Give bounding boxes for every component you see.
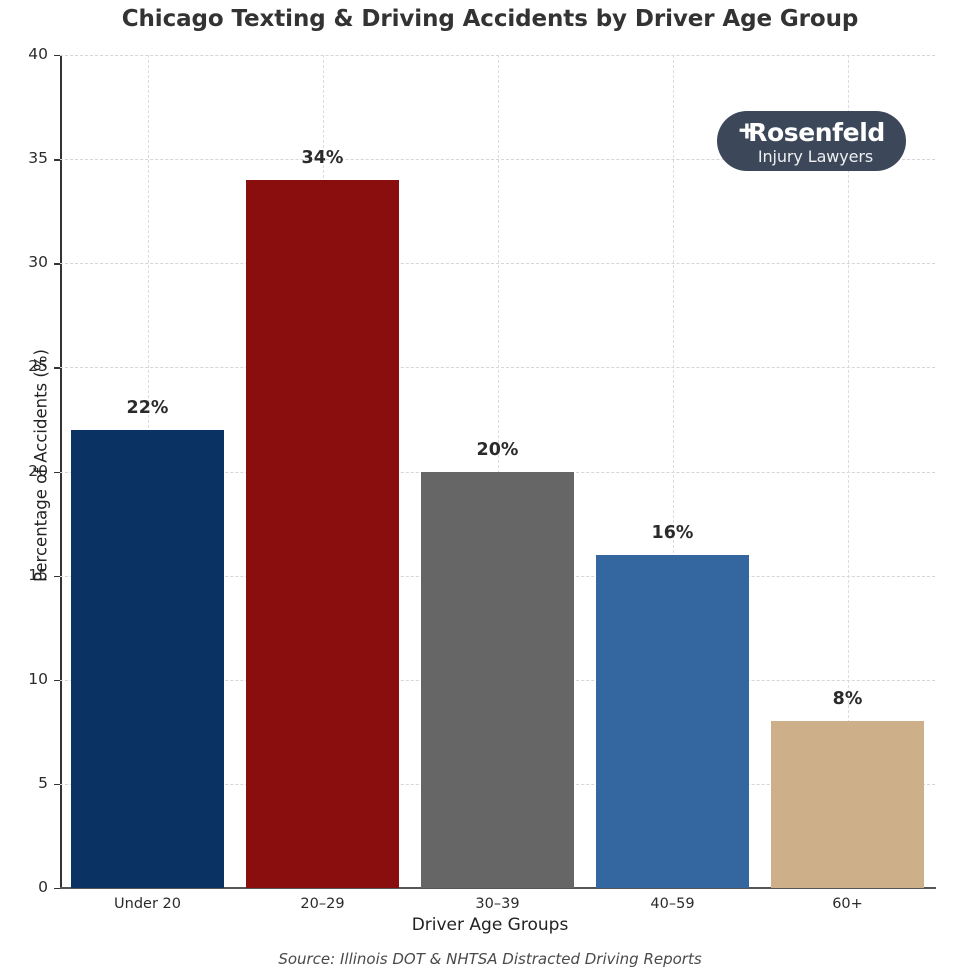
plot-area: 22% 34% 20% 16% 8%: [60, 55, 935, 888]
logo-tagline: Injury Lawyers: [757, 147, 874, 166]
y-tick-label: 40: [28, 45, 48, 63]
x-tick-label: 20–29: [300, 896, 345, 912]
y-tick-label: 0: [38, 878, 48, 896]
y-tick-label: 20: [28, 461, 48, 480]
y-tick-label: 10: [28, 669, 48, 688]
gridline-vertical: [672, 55, 674, 888]
x-tick-label: Under 20: [114, 896, 181, 912]
y-tick-label: 30: [28, 253, 48, 272]
source-note: Source: Illinois DOT & NHTSA Distracted …: [278, 950, 702, 968]
y-tick-mark: [54, 263, 60, 265]
x-tick-label: 60+: [832, 896, 863, 912]
x-axis-label: Driver Age Groups: [411, 915, 569, 935]
y-tick-mark: [54, 783, 60, 786]
bar-30-39[interactable]: [420, 471, 575, 888]
bar-under-20[interactable]: [70, 429, 225, 888]
bar-40-59[interactable]: [595, 554, 750, 888]
bar-value-label: 22%: [126, 397, 169, 418]
y-tick-mark: [54, 888, 60, 890]
logo-cross-icon: [739, 123, 755, 139]
y-tick-mark: [54, 471, 60, 473]
y-tick-mark: [54, 55, 60, 57]
y-tick-label: 25: [28, 357, 48, 376]
gridline-vertical: [847, 55, 849, 888]
y-tick-mark: [54, 679, 60, 682]
y-tick-label: 5: [38, 773, 48, 792]
y-tick-label: 15: [28, 565, 48, 584]
bar-20-29[interactable]: [245, 179, 400, 888]
bar-60[interactable]: [770, 721, 925, 888]
y-tick-mark: [54, 367, 60, 369]
y-tick-mark: [54, 159, 60, 161]
rosenfeld-logo[interactable]: Rosenfeld Injury Lawyers: [717, 111, 906, 171]
bar-value-label: 34%: [301, 147, 344, 168]
x-tick-label: 40–59: [650, 896, 695, 912]
bar-value-label: 20%: [476, 439, 519, 460]
x-tick-label: 30–39: [475, 896, 520, 912]
bar-value-label: 16%: [651, 522, 694, 543]
y-axis-label: Percentage of Accidents (%): [31, 349, 51, 582]
y-tick-label: 35: [28, 149, 48, 168]
logo-name: Rosenfeld: [748, 118, 885, 147]
chart-title: Chicago Texting & Driving Accidents by D…: [121, 6, 859, 32]
bar-value-label: 8%: [832, 689, 863, 710]
y-tick-mark: [54, 575, 60, 578]
